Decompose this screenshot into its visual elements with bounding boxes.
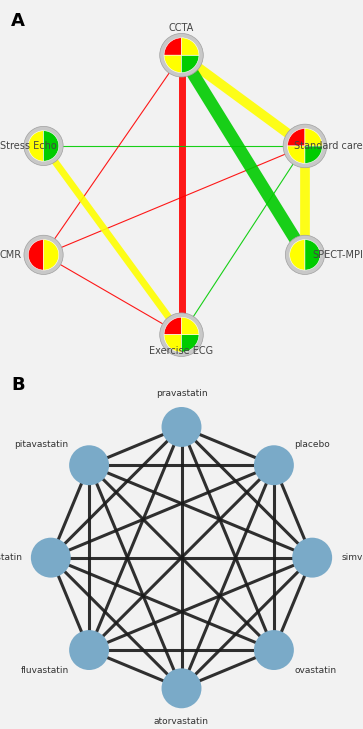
Wedge shape xyxy=(164,317,182,335)
Wedge shape xyxy=(28,240,44,270)
Text: Exercise ECG: Exercise ECG xyxy=(150,346,213,356)
Text: simvastatin: simvastatin xyxy=(341,553,363,562)
Wedge shape xyxy=(164,335,182,352)
Wedge shape xyxy=(28,130,44,161)
Circle shape xyxy=(31,538,71,577)
Circle shape xyxy=(69,445,109,486)
Circle shape xyxy=(254,630,294,670)
Wedge shape xyxy=(287,146,305,163)
Wedge shape xyxy=(164,55,182,73)
Circle shape xyxy=(254,445,294,486)
Text: CMR: CMR xyxy=(0,250,22,260)
Text: SPECT-MPI: SPECT-MPI xyxy=(312,250,363,260)
Circle shape xyxy=(162,668,201,709)
Circle shape xyxy=(162,407,201,447)
Text: B: B xyxy=(11,376,25,394)
Wedge shape xyxy=(287,128,305,146)
Circle shape xyxy=(24,235,63,274)
Text: CCTA: CCTA xyxy=(169,23,194,34)
Text: pitavastatin: pitavastatin xyxy=(15,440,69,449)
Text: pravastatin: pravastatin xyxy=(156,389,207,398)
Text: fluvastatin: fluvastatin xyxy=(20,666,69,675)
Text: atorvastatin: atorvastatin xyxy=(154,717,209,726)
Wedge shape xyxy=(305,128,322,146)
Wedge shape xyxy=(164,38,182,55)
Wedge shape xyxy=(182,55,199,73)
Wedge shape xyxy=(44,240,59,270)
Text: placebo: placebo xyxy=(294,440,330,449)
Text: rosuvastatin: rosuvastatin xyxy=(0,553,22,562)
Text: ovastatin: ovastatin xyxy=(294,666,337,675)
Circle shape xyxy=(283,124,327,168)
Text: A: A xyxy=(11,12,25,30)
Circle shape xyxy=(160,313,203,356)
Circle shape xyxy=(285,235,325,274)
Circle shape xyxy=(24,126,63,165)
Text: Standard care: Standard care xyxy=(294,141,363,151)
Wedge shape xyxy=(305,240,320,270)
Wedge shape xyxy=(182,38,199,55)
Wedge shape xyxy=(182,317,199,335)
Wedge shape xyxy=(305,146,322,163)
Wedge shape xyxy=(290,240,305,270)
Circle shape xyxy=(292,538,332,577)
Wedge shape xyxy=(182,335,199,352)
Text: Stress Echo: Stress Echo xyxy=(0,141,57,151)
Wedge shape xyxy=(44,130,59,161)
Circle shape xyxy=(69,630,109,670)
Circle shape xyxy=(160,34,203,77)
